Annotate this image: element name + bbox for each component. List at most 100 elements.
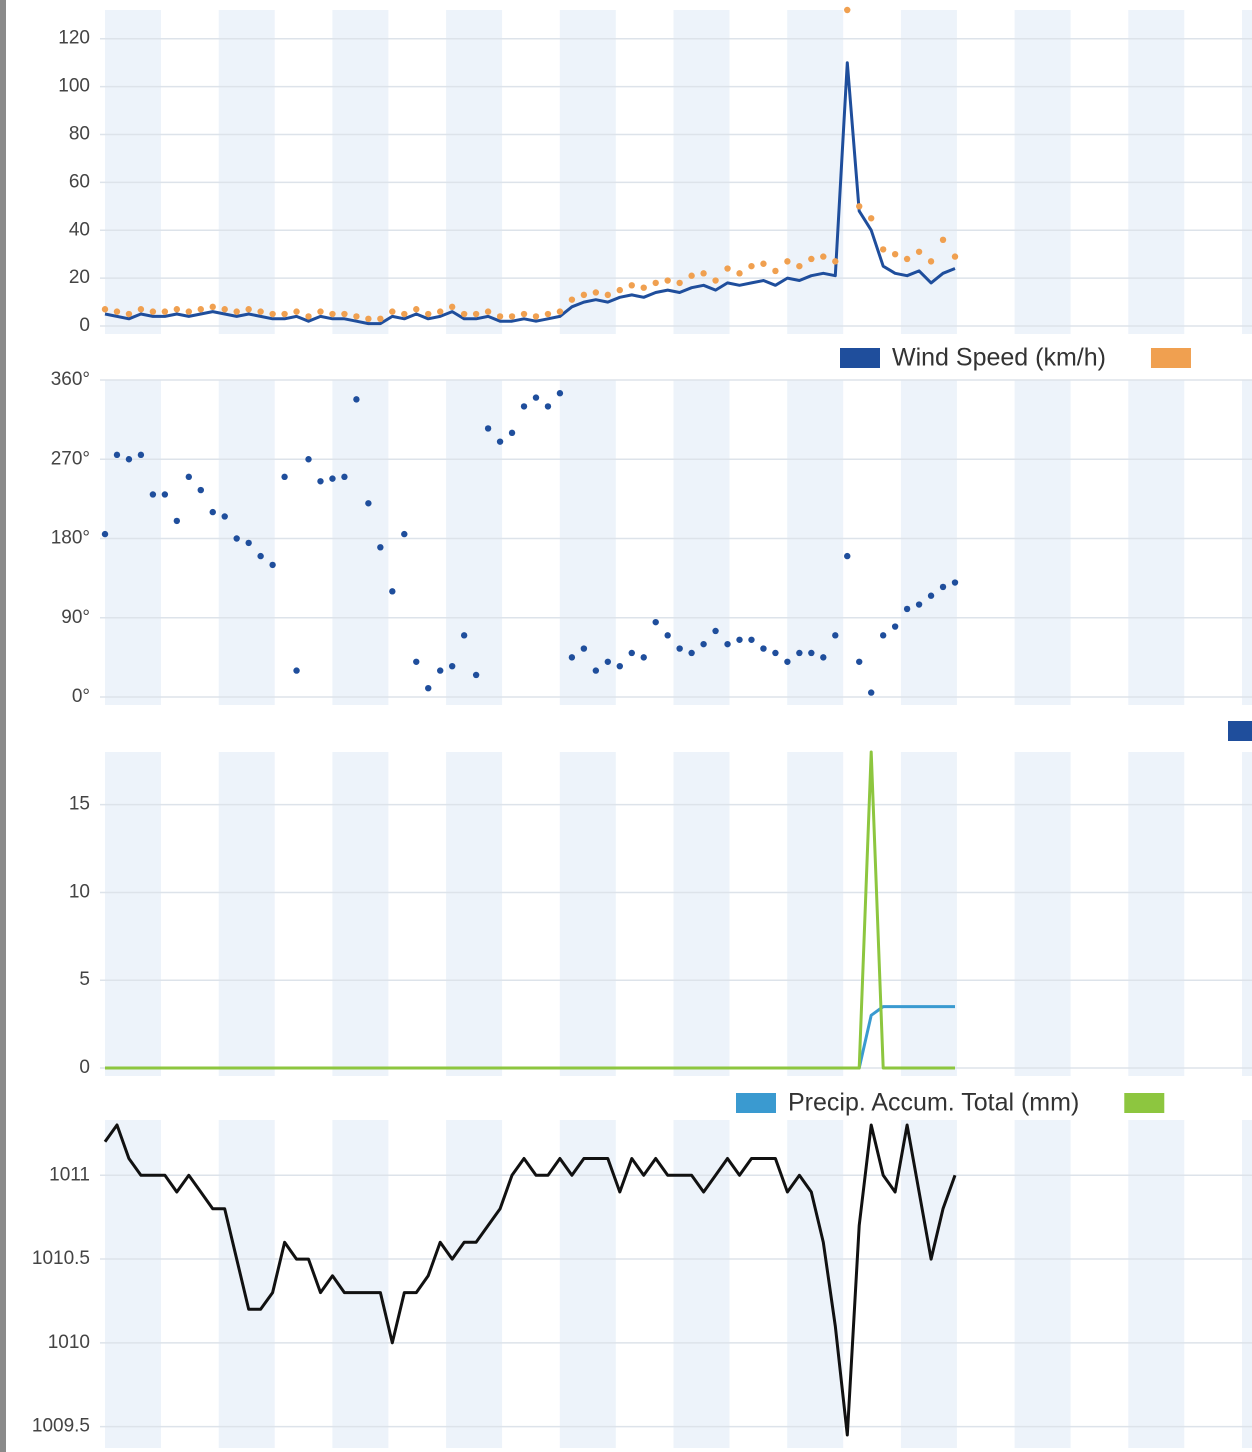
- point: [137, 306, 145, 313]
- point: [413, 306, 420, 313]
- band: [105, 1120, 161, 1448]
- point: [628, 649, 635, 657]
- y-tick-label: 0: [79, 315, 90, 336]
- point: [233, 535, 240, 542]
- band: [218, 10, 275, 334]
- point: [712, 627, 719, 635]
- point: [568, 654, 576, 661]
- point: [389, 588, 396, 595]
- point: [137, 451, 145, 459]
- point: [377, 315, 384, 323]
- band: [218, 1120, 275, 1448]
- point: [448, 303, 456, 311]
- point: [113, 451, 121, 459]
- point: [353, 396, 360, 403]
- point: [401, 530, 408, 538]
- point: [712, 277, 719, 284]
- legend-swatch: [736, 1093, 776, 1113]
- chart-panel: 1009.5 1010 1010.5 1011: [32, 1120, 1252, 1448]
- band: [900, 380, 957, 705]
- point: [688, 649, 695, 657]
- band: [446, 380, 503, 705]
- band: [218, 752, 275, 1076]
- point: [903, 255, 911, 263]
- band: [1128, 1120, 1185, 1448]
- point: [508, 313, 516, 320]
- point: [281, 310, 288, 318]
- point: [425, 310, 432, 318]
- point: [293, 667, 300, 674]
- point: [580, 645, 588, 652]
- point: [544, 310, 552, 318]
- point: [748, 262, 755, 270]
- point: [939, 236, 947, 244]
- point: [245, 539, 252, 547]
- point: [616, 286, 623, 294]
- point: [856, 203, 863, 210]
- series-group: [101, 390, 959, 696]
- point: [221, 306, 228, 313]
- chart-panel: 0 20 40 60 80 100 120 Wind Speed (km/h): [58, 6, 1252, 372]
- point: [496, 313, 504, 320]
- point: [484, 425, 492, 432]
- point: [927, 592, 935, 599]
- point: [796, 649, 803, 657]
- point: [472, 310, 480, 318]
- point: [460, 310, 468, 318]
- band: [787, 380, 844, 705]
- point: [652, 618, 659, 626]
- point: [532, 313, 540, 320]
- point: [736, 270, 743, 277]
- y-tick-label: 1009.5: [32, 1416, 90, 1437]
- point: [580, 291, 588, 299]
- series-group: [103, 1123, 957, 1437]
- point: [269, 561, 276, 569]
- line: [105, 750, 955, 1070]
- legend-label: Precip. Accum. Total (mm): [788, 1089, 1079, 1117]
- point: [724, 265, 731, 272]
- point: [149, 491, 157, 498]
- band: [1014, 752, 1071, 1076]
- point: [891, 250, 899, 258]
- band: [1242, 1120, 1252, 1448]
- point: [856, 658, 863, 665]
- point: [664, 277, 671, 284]
- point: [257, 552, 264, 560]
- point: [101, 306, 109, 313]
- point: [460, 632, 468, 639]
- point: [568, 296, 576, 303]
- point: [760, 260, 767, 267]
- point: [317, 478, 324, 485]
- point: [209, 508, 216, 516]
- point: [772, 649, 779, 657]
- point: [808, 649, 815, 657]
- point: [891, 623, 899, 630]
- point: [245, 306, 252, 313]
- band: [446, 10, 503, 334]
- legend-swatch: [840, 348, 880, 368]
- point: [915, 601, 923, 608]
- point: [448, 662, 456, 670]
- point: [832, 258, 839, 265]
- y-tick-label: 0: [79, 1057, 90, 1078]
- band: [1242, 752, 1252, 1076]
- band: [1242, 10, 1252, 334]
- point: [772, 267, 779, 275]
- band: [559, 10, 616, 334]
- band: [559, 752, 616, 1076]
- point: [113, 308, 121, 315]
- point: [628, 282, 635, 289]
- point: [233, 308, 240, 315]
- band: [1128, 752, 1185, 1076]
- point: [664, 632, 671, 639]
- band: [1014, 1120, 1071, 1448]
- point: [700, 270, 707, 277]
- point: [532, 394, 540, 401]
- point: [879, 246, 887, 253]
- legend-swatch: [1150, 348, 1191, 368]
- point: [640, 284, 647, 291]
- y-tick-label: 180°: [51, 528, 90, 549]
- point: [185, 308, 193, 315]
- point: [221, 513, 228, 520]
